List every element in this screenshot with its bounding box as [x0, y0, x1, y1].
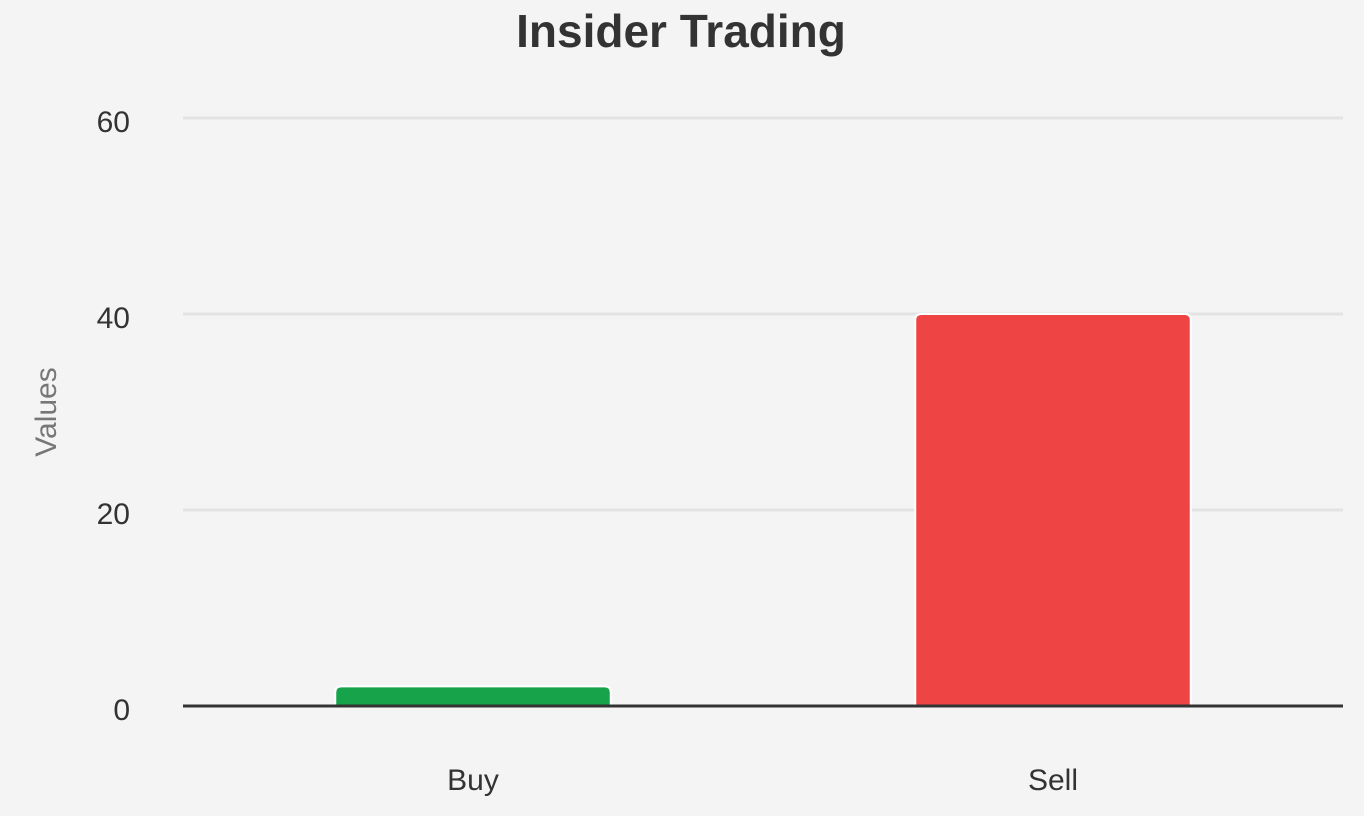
y-tick-label: 60 — [97, 106, 130, 139]
y-tick-label: 20 — [97, 498, 130, 531]
x-tick-label: Buy — [447, 764, 499, 797]
y-tick-label: 40 — [97, 302, 130, 335]
chart-title: Insider Trading — [516, 5, 846, 57]
y-tick-label: 0 — [113, 694, 130, 727]
y-axis-label: Values — [30, 367, 63, 457]
bar — [334, 685, 612, 707]
x-tick-label: Sell — [1028, 764, 1078, 797]
bar — [914, 313, 1192, 707]
